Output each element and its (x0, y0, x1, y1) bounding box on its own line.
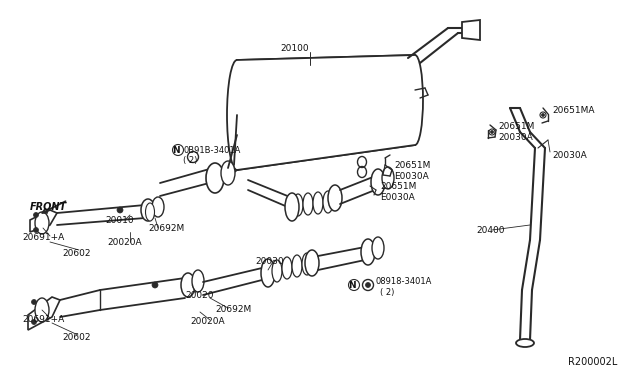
Ellipse shape (221, 161, 235, 185)
Circle shape (33, 212, 38, 218)
Text: 20692M: 20692M (215, 305, 252, 314)
Circle shape (365, 282, 371, 288)
Circle shape (33, 228, 38, 232)
Polygon shape (30, 210, 57, 232)
Ellipse shape (282, 257, 292, 279)
Text: 20651M: 20651M (394, 160, 430, 170)
Circle shape (490, 131, 493, 134)
Text: 0B91B-3401A: 0B91B-3401A (183, 145, 241, 154)
Text: 20100: 20100 (281, 44, 309, 52)
Ellipse shape (181, 273, 195, 297)
Text: 20400: 20400 (476, 225, 504, 234)
Polygon shape (462, 20, 480, 40)
Text: 20602: 20602 (62, 334, 90, 343)
Ellipse shape (227, 60, 247, 170)
Circle shape (31, 320, 36, 324)
Text: 20020: 20020 (185, 291, 214, 299)
Text: ( 2): ( 2) (183, 155, 197, 164)
Text: 20651M: 20651M (498, 122, 534, 131)
Text: 20602: 20602 (62, 248, 90, 257)
Text: N: N (348, 280, 356, 289)
Ellipse shape (303, 193, 313, 215)
Ellipse shape (361, 239, 375, 265)
Text: 20020A: 20020A (190, 317, 225, 327)
Ellipse shape (145, 203, 154, 221)
Ellipse shape (292, 255, 302, 277)
Ellipse shape (323, 191, 333, 213)
Ellipse shape (141, 199, 155, 221)
Ellipse shape (192, 270, 204, 292)
Ellipse shape (285, 193, 299, 221)
Circle shape (31, 299, 36, 305)
Ellipse shape (152, 197, 164, 217)
Text: R200002L: R200002L (568, 357, 618, 367)
Text: E0030A: E0030A (394, 171, 429, 180)
Text: 20651M: 20651M (380, 182, 417, 190)
Ellipse shape (328, 185, 342, 211)
Ellipse shape (261, 259, 275, 287)
Ellipse shape (35, 212, 49, 234)
Text: 08918-3401A: 08918-3401A (376, 278, 433, 286)
Text: FRONT: FRONT (29, 202, 67, 212)
Text: 20692M: 20692M (148, 224, 184, 232)
Polygon shape (28, 297, 60, 330)
Ellipse shape (382, 167, 394, 189)
Text: 20020A: 20020A (107, 237, 141, 247)
Ellipse shape (206, 163, 224, 193)
Circle shape (152, 282, 158, 288)
Text: 20691+A: 20691+A (22, 315, 64, 324)
Text: 20030A: 20030A (498, 132, 532, 141)
Text: 20030A: 20030A (552, 151, 587, 160)
Text: 20651MA: 20651MA (552, 106, 595, 115)
Ellipse shape (407, 55, 423, 145)
Text: E0030A: E0030A (380, 192, 415, 202)
Text: ( 2): ( 2) (380, 289, 394, 298)
Ellipse shape (35, 298, 49, 322)
Ellipse shape (293, 194, 303, 216)
Ellipse shape (313, 192, 323, 214)
Ellipse shape (272, 260, 282, 282)
Text: 20691+A: 20691+A (22, 232, 64, 241)
Circle shape (541, 113, 545, 116)
Text: 20030: 20030 (255, 257, 284, 266)
Ellipse shape (305, 250, 319, 276)
Ellipse shape (516, 339, 534, 347)
Text: 20010: 20010 (105, 215, 134, 224)
Circle shape (117, 207, 123, 213)
Ellipse shape (302, 253, 312, 275)
Text: N: N (172, 145, 180, 154)
Ellipse shape (372, 237, 384, 259)
Polygon shape (237, 55, 415, 170)
Ellipse shape (371, 169, 385, 195)
